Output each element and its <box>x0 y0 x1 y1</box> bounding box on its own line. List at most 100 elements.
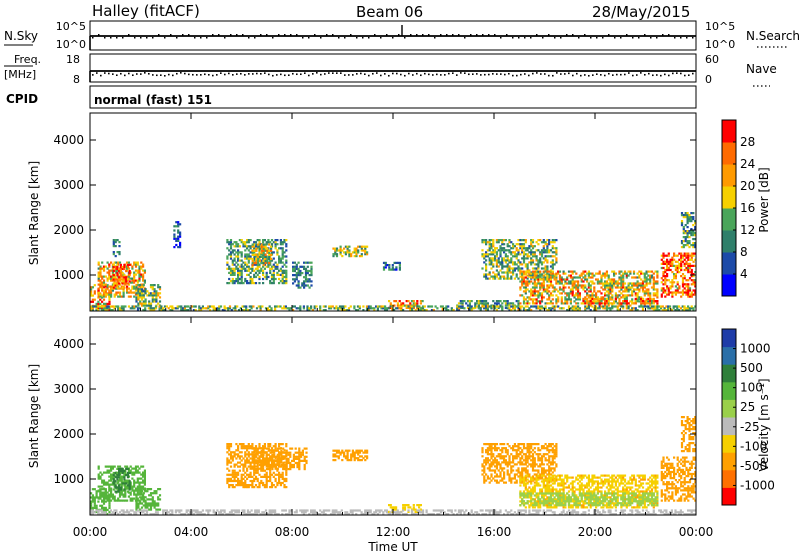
heatmap-cell <box>503 265 506 268</box>
heatmap-cell <box>640 297 643 300</box>
heatmap-cell <box>558 307 562 310</box>
heatmap-cell <box>285 282 288 285</box>
heatmap-cell <box>247 484 250 487</box>
heatmap-cell <box>136 279 139 282</box>
heatmap-cell <box>429 305 432 308</box>
heatmap-cell <box>360 247 363 250</box>
heatmap-cell <box>285 473 288 476</box>
heatmap-cell <box>276 455 279 458</box>
heatmap-cell <box>270 265 274 268</box>
heatmap-cell <box>226 257 229 260</box>
nave-dot <box>476 73 478 75</box>
heatmap-cell <box>530 251 533 254</box>
heatmap-cell <box>189 307 192 310</box>
heatmap-cell <box>521 276 524 279</box>
heatmap-cell <box>231 457 234 460</box>
heatmap-cell <box>249 445 252 448</box>
heatmap-cell <box>671 262 674 265</box>
heatmap-cell <box>244 455 247 458</box>
heatmap-cell <box>95 504 98 507</box>
nave-dot <box>100 74 102 77</box>
heatmap-cell <box>504 300 507 303</box>
heatmap-cell <box>604 280 607 283</box>
heatmap-cell <box>244 445 247 448</box>
heatmap-cell <box>114 471 117 475</box>
heatmap-cell <box>666 279 669 282</box>
heatmap-cell <box>251 486 254 489</box>
heatmap-cell <box>283 449 286 452</box>
heatmap-cell <box>247 257 250 260</box>
heatmap-cell <box>584 309 587 312</box>
heatmap-cell <box>521 239 524 242</box>
heatmap-cell <box>357 249 360 252</box>
heatmap-cell <box>278 477 281 480</box>
heatmap-cell <box>104 483 107 486</box>
heatmap-cell <box>645 278 648 281</box>
heatmap-cell <box>281 282 284 285</box>
heatmap-cell <box>358 451 362 454</box>
heatmap-cell <box>93 498 96 501</box>
heatmap-cell <box>517 277 520 280</box>
heatmap-cell <box>131 307 134 310</box>
heatmap-cell <box>285 280 288 283</box>
heatmap-cell <box>112 278 115 281</box>
heatmap-cell <box>102 289 106 292</box>
heatmap-cell <box>238 273 241 276</box>
heatmap-cell <box>627 290 630 293</box>
heatmap-cell <box>513 309 516 312</box>
heatmap-cell <box>542 288 545 291</box>
heatmap-cell <box>602 296 605 299</box>
heatmap-cell <box>466 300 470 303</box>
heatmap-cell <box>664 271 667 274</box>
heatmap-cell <box>263 445 266 448</box>
heatmap-cell <box>228 453 231 456</box>
search-dot <box>116 37 118 39</box>
heatmap-cell <box>99 471 102 474</box>
heatmap-cell <box>106 277 109 280</box>
heatmap-cell <box>457 309 461 312</box>
nave-dot <box>628 72 630 74</box>
heatmap-cell <box>136 261 139 264</box>
heatmap-cell <box>251 259 254 263</box>
heatmap-cell <box>649 307 652 310</box>
heatmap-cell <box>108 497 111 500</box>
heatmap-cell <box>179 235 182 238</box>
heatmap-cell <box>627 294 630 297</box>
heatmap-cell <box>613 280 616 283</box>
heatmap-cell <box>566 292 569 295</box>
heatmap-cell <box>522 255 526 258</box>
heatmap-cell <box>335 305 338 308</box>
heatmap-cell <box>93 290 96 293</box>
heatmap-cell <box>253 486 256 489</box>
heatmap-cell <box>678 266 681 270</box>
heatmap-cell <box>251 475 254 478</box>
heatmap-cell <box>131 477 134 480</box>
heatmap-cell <box>102 293 106 296</box>
heatmap-cell <box>587 302 590 305</box>
heatmap-cell <box>634 307 637 310</box>
heatmap-cell <box>596 307 599 310</box>
heatmap-cell <box>274 265 277 268</box>
heatmap-cell <box>292 267 295 270</box>
heatmap-cell <box>274 247 277 250</box>
heatmap-cell <box>251 484 254 487</box>
heatmap-cell <box>134 289 138 292</box>
heatmap-cell <box>645 302 648 305</box>
heatmap-cell <box>526 302 529 305</box>
heatmap-cell <box>490 243 493 246</box>
heatmap-cell <box>287 461 290 465</box>
heatmap-cell <box>285 243 288 246</box>
heatmap-cell <box>177 246 180 249</box>
search-dot <box>536 34 538 36</box>
heatmap-cell <box>557 272 560 275</box>
heatmap-cell <box>562 302 565 305</box>
heatmap-cell <box>676 287 679 290</box>
heatmap-cell <box>614 294 617 297</box>
heatmap-cell <box>625 307 628 310</box>
heatmap-cell <box>108 489 111 492</box>
heatmap-cell <box>153 502 156 505</box>
heatmap-cell <box>144 290 147 293</box>
heatmap-cell <box>551 259 554 262</box>
heatmap-cell <box>584 270 587 273</box>
heatmap-cell <box>643 274 646 277</box>
